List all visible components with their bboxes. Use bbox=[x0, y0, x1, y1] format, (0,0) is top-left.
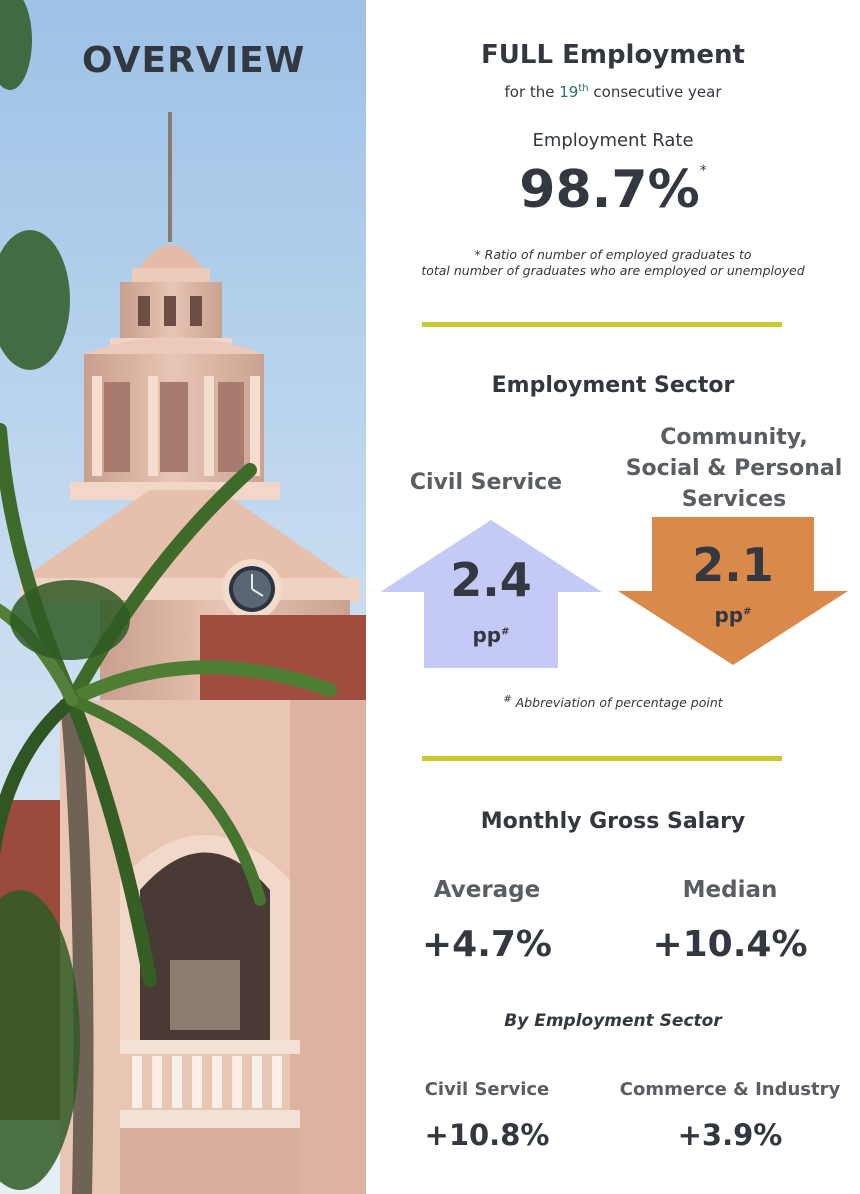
footnote-line-1: Ratio of number of employed graduates to bbox=[480, 247, 752, 262]
down-arrow-icon bbox=[618, 517, 848, 665]
percentage-point-footnote: # Abbreviation of percentage point bbox=[366, 692, 860, 711]
section-divider bbox=[422, 756, 782, 761]
community-unit: pp bbox=[714, 603, 744, 627]
employment-headline: FULL Employment bbox=[481, 40, 745, 70]
employment-rate-value: 98.7%* bbox=[366, 160, 860, 220]
stats-panel: FULL Employment for the 19th consecutive… bbox=[366, 0, 860, 1194]
rate-footnote-mark: * bbox=[699, 163, 707, 179]
salary-commerce-label: Commerce & Industry bbox=[619, 1079, 841, 1100]
footnote-mark: * bbox=[474, 247, 481, 262]
median-label: Median bbox=[682, 877, 778, 903]
footnote-line-2: total number of graduates who are employ… bbox=[421, 263, 805, 278]
salary-civil-service-label: Civil Service bbox=[424, 1079, 550, 1100]
pp-footnote-text: Abbreviation of percentage point bbox=[511, 695, 723, 711]
overview-title: OVERVIEW bbox=[82, 40, 306, 81]
rate-number: 98.7% bbox=[519, 160, 700, 220]
community-change-value: 2.1 bbox=[692, 538, 774, 592]
community-label-line-2: Social & Personal bbox=[625, 456, 843, 481]
down-arrow-shape bbox=[618, 517, 848, 665]
up-arrow-icon bbox=[380, 520, 602, 668]
civil-service-change-unit: pp# bbox=[426, 623, 556, 647]
community-label-line-3: Services bbox=[681, 487, 787, 512]
sub-sup: th bbox=[578, 83, 589, 94]
civil-service-change-value: 2.4 bbox=[450, 553, 532, 607]
monthly-salary-title: Monthly Gross Salary bbox=[480, 809, 746, 834]
community-services-label: Community, Social & Personal Services bbox=[618, 422, 850, 515]
section-divider bbox=[422, 322, 782, 327]
salary-civil-service-value: +10.8% bbox=[424, 1118, 550, 1152]
employment-rate-label: Employment Rate bbox=[532, 130, 694, 151]
by-sector-title: By Employment Sector bbox=[504, 1011, 722, 1031]
community-label-line-1: Community, bbox=[660, 425, 808, 450]
civil-service-label: Civil Service bbox=[409, 470, 563, 495]
employment-subheadline: for the 19th consecutive year bbox=[366, 83, 860, 101]
sub-num: 19 bbox=[559, 83, 579, 101]
civil-unit: pp bbox=[472, 623, 502, 647]
community-unit-mark: # bbox=[743, 606, 752, 618]
salary-commerce-value: +3.9% bbox=[677, 1118, 783, 1152]
community-change-unit: pp# bbox=[668, 603, 798, 627]
employment-rate-footnote: * Ratio of number of employed graduates … bbox=[366, 247, 860, 279]
up-arrow-shape bbox=[380, 520, 602, 668]
sub-suffix: consecutive year bbox=[588, 83, 722, 101]
employment-sector-title: Employment Sector bbox=[491, 373, 735, 398]
sub-number: 19th bbox=[559, 83, 588, 101]
sub-prefix: for the bbox=[504, 83, 560, 101]
civil-unit-mark: # bbox=[501, 626, 510, 638]
average-label: Average bbox=[433, 877, 541, 903]
pp-footnote-mark: # bbox=[503, 694, 512, 705]
average-value: +4.7% bbox=[421, 924, 552, 965]
clock-tower-photo: OVERVIEW bbox=[0, 0, 366, 1194]
median-value: +10.4% bbox=[652, 924, 808, 965]
